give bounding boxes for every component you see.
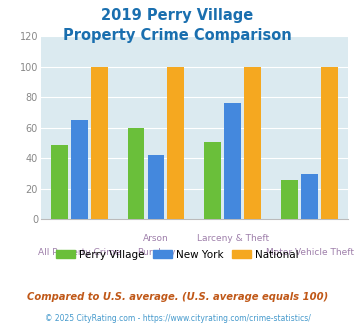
Bar <box>91 67 108 219</box>
Bar <box>321 67 338 219</box>
Text: © 2025 CityRating.com - https://www.cityrating.com/crime-statistics/: © 2025 CityRating.com - https://www.city… <box>45 314 310 323</box>
Text: Motor Vehicle Theft: Motor Vehicle Theft <box>266 248 354 257</box>
Text: Compared to U.S. average. (U.S. average equals 100): Compared to U.S. average. (U.S. average … <box>27 292 328 302</box>
Bar <box>148 155 164 219</box>
Bar <box>168 67 184 219</box>
Text: Larceny & Theft: Larceny & Theft <box>197 234 269 243</box>
Legend: Perry Village, New York, National: Perry Village, New York, National <box>52 246 303 264</box>
Text: 2019 Perry Village: 2019 Perry Village <box>102 8 253 23</box>
Bar <box>127 128 144 219</box>
Text: All Property Crime: All Property Crime <box>38 248 120 257</box>
Bar <box>51 145 68 219</box>
Bar <box>244 67 261 219</box>
Text: Property Crime Comparison: Property Crime Comparison <box>63 28 292 43</box>
Text: Arson: Arson <box>143 234 169 243</box>
Bar <box>71 120 88 219</box>
Bar <box>281 180 298 219</box>
Text: Burglary: Burglary <box>137 248 175 257</box>
Bar <box>204 142 221 219</box>
Bar <box>224 104 241 219</box>
Bar <box>301 174 318 219</box>
